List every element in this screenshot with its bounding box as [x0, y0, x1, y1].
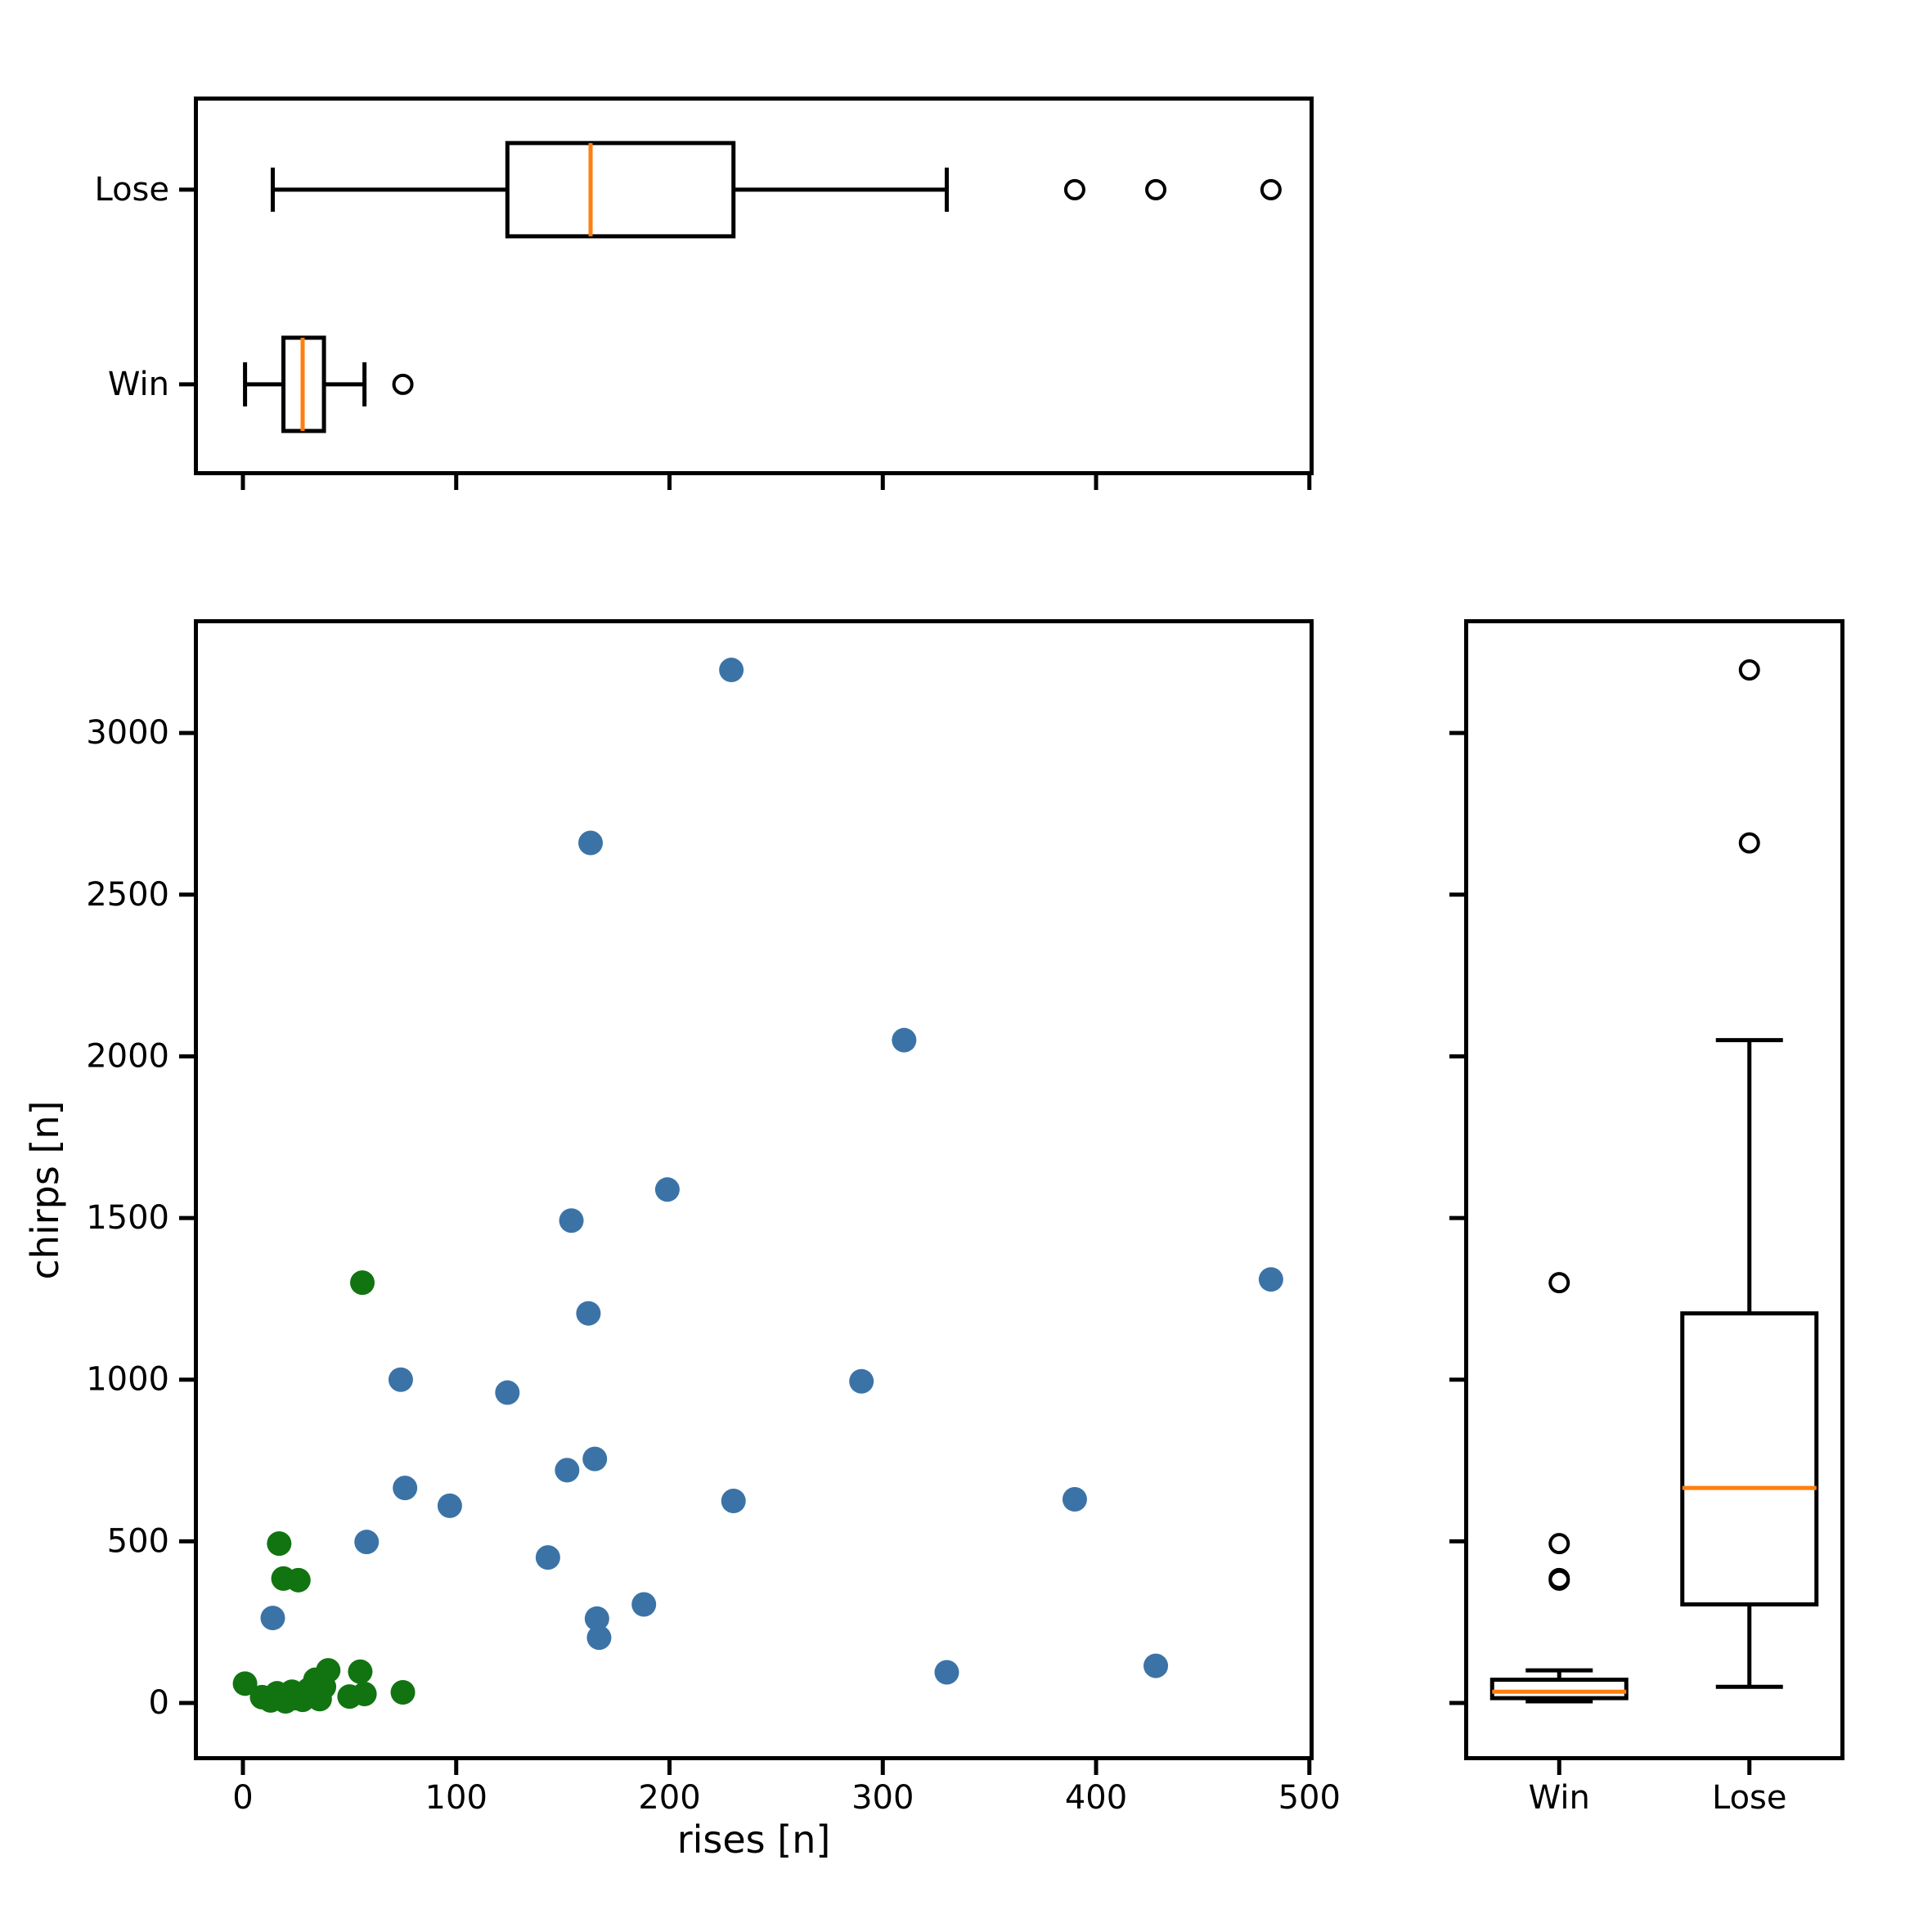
- outlier-circle: [1260, 178, 1282, 200]
- scatter-point-lose: [934, 1660, 959, 1685]
- x-tick-label: 500: [1278, 1779, 1341, 1817]
- scatter-point-lose: [1143, 1653, 1169, 1678]
- x-tick-label: 0: [232, 1779, 253, 1817]
- scatter-panel: 0 100 200 300 400 500 0 500 1000 1500 2000 2500 3000: [86, 619, 1341, 1817]
- scatter-point-lose: [555, 1458, 580, 1483]
- scatter-point-win: [350, 1270, 375, 1296]
- scatter-point-lose: [631, 1592, 657, 1617]
- scatter-point-lose: [849, 1368, 874, 1394]
- scatter-point-lose: [260, 1606, 285, 1631]
- scatter-point-lose: [1062, 1486, 1087, 1512]
- scatter-point-lose: [393, 1476, 418, 1501]
- category-label: Lose: [1712, 1779, 1787, 1817]
- scatter-point-win: [285, 1567, 311, 1593]
- chirps-boxplot-panel: Win Lose: [1449, 619, 1844, 1817]
- y-tick-label: 3000: [86, 714, 169, 752]
- category-label: Win: [1529, 1779, 1590, 1817]
- scatter-point-lose: [721, 1488, 746, 1513]
- box: [505, 141, 736, 239]
- scatter-point-lose: [388, 1367, 413, 1392]
- y-tick-label: 500: [107, 1522, 169, 1560]
- y-tick-label: 2000: [86, 1037, 169, 1075]
- scatter-point-lose: [354, 1530, 380, 1555]
- scatter-point-lose: [437, 1493, 462, 1518]
- x-tick-label: 100: [425, 1779, 487, 1817]
- category-label: Lose: [94, 171, 169, 209]
- scatter-point-lose: [719, 658, 744, 683]
- outlier-circle: [1145, 178, 1167, 200]
- x-axis-label: rises [n]: [676, 1817, 831, 1862]
- scatter-point-lose: [495, 1380, 520, 1405]
- y-tick-label: 1000: [86, 1361, 169, 1399]
- scatter-point-win: [348, 1659, 373, 1684]
- box: [1489, 1678, 1629, 1701]
- category-label: Win: [108, 366, 169, 403]
- scatter-point-lose: [654, 1177, 680, 1202]
- outlier-circle: [1063, 178, 1085, 200]
- x-tick-label: 300: [851, 1779, 914, 1817]
- scatter-point-lose: [582, 1446, 608, 1471]
- scatter-point-win: [352, 1681, 377, 1706]
- scatter-point-win: [267, 1531, 292, 1557]
- scatter-point-lose: [584, 1606, 609, 1631]
- y-axis-label: chirps [n]: [23, 1100, 67, 1280]
- y-tick-label: 1500: [86, 1199, 169, 1237]
- scatter-point-lose: [559, 1208, 584, 1233]
- outlier-circle: [1738, 832, 1760, 854]
- x-tick-label: 200: [638, 1779, 700, 1817]
- outlier-circle: [1738, 659, 1760, 681]
- scatter-point-lose: [576, 1301, 601, 1326]
- rises-boxplot-panel: Lose Win: [94, 97, 1314, 490]
- panel-spines: [194, 619, 1314, 1760]
- scatter-point-win: [390, 1679, 416, 1705]
- outlier-circle: [392, 373, 414, 395]
- scatter-point-lose: [1258, 1267, 1283, 1292]
- scatter-point-win: [312, 1674, 337, 1700]
- panel-spines: [194, 97, 1314, 475]
- y-tick-label: 2500: [86, 876, 169, 914]
- scatter-point-win: [232, 1671, 258, 1696]
- panel-spines: [1464, 619, 1844, 1760]
- outlier-circle: [1548, 1567, 1570, 1589]
- box: [1680, 1311, 1819, 1606]
- y-tick-label: 0: [149, 1684, 169, 1722]
- x-tick-label: 400: [1065, 1779, 1127, 1817]
- scatter-point-lose: [535, 1545, 560, 1570]
- scatter-point-lose: [578, 830, 604, 856]
- scatter-point-lose: [586, 1625, 612, 1651]
- scatter-point-lose: [892, 1027, 917, 1053]
- outlier-circle: [1548, 1533, 1570, 1555]
- outlier-circle: [1548, 1272, 1570, 1294]
